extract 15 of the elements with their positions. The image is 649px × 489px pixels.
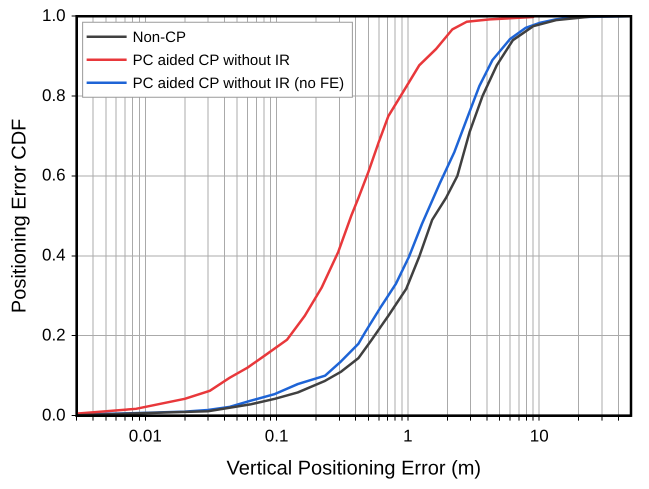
y-tick-label: 0.6 (42, 166, 66, 185)
y-tick-label: 1.0 (42, 6, 66, 25)
y-tick-label: 0.8 (42, 86, 66, 105)
x-tick-label: 1 (403, 426, 413, 446)
x-axis-title: Vertical Positioning Error (m) (226, 458, 482, 480)
x-tick-label: 10 (530, 426, 549, 446)
y-tick-label: 0.4 (42, 246, 66, 265)
legend-label: PC aided CP without IR (132, 52, 290, 69)
y-tick-label: 0.2 (42, 325, 66, 344)
legend-label: Non-CP (132, 28, 186, 46)
y-tick-label: 0.0 (42, 405, 66, 424)
x-tick-label: 0.01 (128, 426, 162, 446)
legend-label: PC aided CP without IR (no FE) (132, 74, 344, 92)
y-axis-title: Positioning Error CDF (8, 118, 31, 314)
x-tick-label: 0.1 (264, 426, 288, 446)
